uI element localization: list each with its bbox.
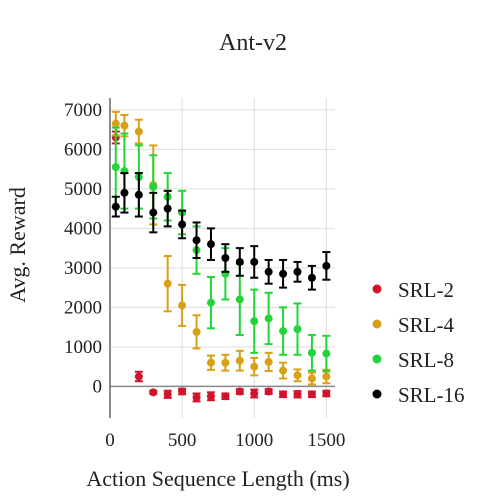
chart-title: Ant-v2 [219, 30, 287, 56]
axis-layer: 0 500 1000 1500 0 1000 2000 3000 4000 5000 6000 700… [64, 98, 345, 451]
data-point [279, 366, 288, 375]
data-point [134, 190, 143, 199]
x-tick-label: 1000 [235, 430, 273, 451]
x-tick-label: 0 [105, 430, 115, 451]
data-point [307, 348, 316, 357]
data-point [250, 389, 259, 398]
y-tick-label: 1000 [64, 337, 102, 358]
series-srl-8 [111, 126, 331, 373]
y-tick-label: 7000 [64, 100, 102, 121]
data-point [178, 220, 187, 229]
y-tick-label: 4000 [64, 218, 102, 239]
data-point [192, 236, 201, 245]
data-point [149, 208, 158, 217]
data-point [149, 182, 158, 191]
data-point [293, 371, 302, 380]
data-point [322, 372, 331, 381]
legend-label: SRL-4 [398, 313, 455, 337]
legend-label: SRL-8 [398, 348, 454, 372]
y-tick-label: 6000 [64, 139, 102, 160]
x-tick-label: 500 [168, 430, 197, 451]
y-tick-label: 3000 [64, 258, 102, 279]
data-point [192, 327, 201, 336]
data-point [250, 257, 259, 266]
data-point [264, 357, 273, 366]
data-point [221, 392, 230, 401]
data-point [206, 358, 215, 367]
grid-layer [109, 98, 335, 418]
data-point [235, 387, 244, 396]
data-point [279, 269, 288, 278]
data-point [235, 295, 244, 304]
data-point [322, 389, 331, 398]
legend-marker [372, 389, 382, 399]
data-point [206, 298, 215, 307]
series-srl-4 [111, 110, 331, 386]
data-point [111, 163, 120, 172]
data-point [206, 392, 215, 401]
data-point [264, 314, 273, 323]
data-point [235, 356, 244, 365]
data-point [221, 358, 230, 367]
data-point [264, 387, 273, 396]
data-point [293, 267, 302, 276]
data-point [322, 349, 331, 358]
data-point [307, 390, 316, 399]
data-point [192, 393, 201, 402]
data-point [307, 273, 316, 282]
y-tick-label: 0 [93, 376, 103, 397]
data-point [178, 301, 187, 310]
data-point [163, 204, 172, 213]
data-point [163, 279, 172, 288]
data-point [279, 327, 288, 336]
x-axis-title: Action Sequence Length (ms) [86, 466, 349, 491]
data-point [250, 317, 259, 326]
data-point [264, 267, 273, 276]
data-point [111, 119, 120, 128]
data-point [120, 121, 129, 130]
legend-marker [372, 354, 382, 364]
legend-marker [372, 284, 382, 294]
data-point [307, 374, 316, 383]
data-point [293, 325, 302, 334]
data-layer [111, 110, 331, 403]
data-point [134, 127, 143, 136]
data-point [178, 387, 187, 396]
data-point [134, 372, 143, 381]
data-point [322, 261, 331, 270]
legend-marker [372, 319, 382, 329]
data-point [250, 362, 259, 371]
legend-label: SRL-2 [398, 278, 454, 302]
y-axis-title: Avg. Reward [5, 187, 30, 303]
data-point [221, 254, 230, 262]
data-point [111, 202, 120, 211]
data-point [293, 390, 302, 399]
x-tick-label: 1500 [307, 430, 345, 451]
y-tick-label: 5000 [64, 179, 102, 200]
data-point [120, 188, 129, 197]
legend: SRL-2 SRL-4 SRL-8 SRL-16 [372, 278, 465, 407]
data-point [206, 240, 215, 249]
series-srl-16 [111, 172, 331, 291]
data-point [163, 390, 172, 399]
data-point [149, 388, 158, 397]
data-point [235, 257, 244, 266]
legend-label: SRL-16 [398, 383, 465, 407]
y-tick-label: 2000 [64, 297, 102, 318]
data-point [279, 390, 288, 399]
